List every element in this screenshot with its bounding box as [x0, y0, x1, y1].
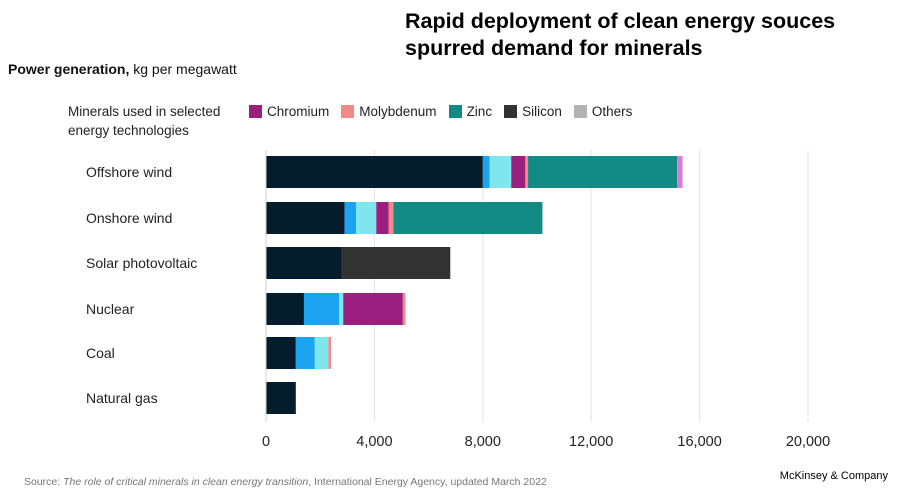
category-label: Nuclear: [86, 301, 135, 317]
bar-segment: [402, 293, 406, 325]
legend-swatch: [249, 105, 262, 118]
category-label: Coal: [86, 345, 115, 361]
bar-segment: [314, 337, 329, 369]
legend-swatch: [504, 105, 518, 118]
category-label: Onshore wind: [86, 210, 172, 226]
legend-item-molybdenum: Molybdenum: [341, 104, 437, 119]
bar-segment: [525, 156, 529, 188]
bar-segment: [388, 202, 394, 234]
bar-segment: [489, 156, 512, 188]
x-tick-label: 8,000: [465, 434, 501, 450]
bar-segment: [295, 337, 315, 369]
legend-swatch: [341, 105, 355, 118]
bar-segment: [266, 247, 342, 279]
legend: Chromium Molybdenum Zinc Silicon Others: [249, 104, 644, 119]
bar-segment: [266, 293, 304, 325]
brand-label: McKinsey & Company: [779, 470, 888, 482]
bar-segment: [266, 156, 483, 188]
legend-label: Chromium: [267, 104, 330, 119]
legend-title: Minerals used in selected energy technol…: [68, 104, 221, 138]
bar-segment: [266, 382, 296, 414]
bar-segment: [266, 337, 296, 369]
bar-segment: [376, 202, 389, 234]
legend-item-silicon: Silicon: [504, 104, 562, 119]
category-label: Natural gas: [86, 390, 158, 406]
source-title: The role of critical minerals in clean e…: [63, 476, 309, 488]
bar-segment: [343, 293, 403, 325]
bar-segment: [341, 247, 451, 279]
bar-segment: [528, 156, 678, 188]
category-label: Offshore wind: [86, 164, 172, 180]
source-note: Source: The role of critical minerals in…: [24, 476, 547, 488]
bar-segment: [344, 202, 356, 234]
legend-label: Molybdenum: [359, 104, 437, 119]
chart-subtitle: Power generation, kg per megawatt: [8, 61, 237, 77]
x-tick-label: 20,000: [786, 434, 830, 450]
x-tick-label: 12,000: [569, 434, 613, 450]
bar-segment: [677, 156, 683, 188]
bar-segment: [393, 202, 543, 234]
x-tick-label: 0: [262, 434, 270, 450]
category-label: Solar photovoltaic: [86, 255, 197, 271]
bar-segment: [355, 202, 377, 234]
legend-label: Others: [591, 104, 633, 119]
legend-label: Zinc: [466, 104, 493, 119]
subtitle-bold: Power generation,: [8, 61, 130, 77]
chart-title: Rapid deployment of clean energy souces …: [405, 9, 836, 60]
source-prefix: Source:: [24, 476, 64, 488]
bar-segment: [266, 202, 345, 234]
bar-segment: [511, 156, 526, 188]
x-tick-label: 16,000: [677, 434, 721, 450]
legend-swatch: [448, 105, 462, 118]
source-rest: , International Energy Agency, updated M…: [308, 476, 547, 488]
legend-item-chromium: Chromium: [249, 104, 329, 119]
legend-item-others: Others: [573, 104, 633, 119]
bar-segment: [339, 293, 344, 325]
bar-segment: [303, 293, 340, 325]
legend-swatch: [573, 105, 587, 118]
legend-item-zinc: Zinc: [448, 104, 493, 119]
subtitle-rest: kg per megawatt: [129, 61, 237, 77]
bar-segment: [482, 156, 490, 188]
legend-label: Silicon: [522, 104, 562, 119]
x-tick-label: 4,000: [356, 434, 392, 450]
bar-segment: [328, 337, 332, 369]
